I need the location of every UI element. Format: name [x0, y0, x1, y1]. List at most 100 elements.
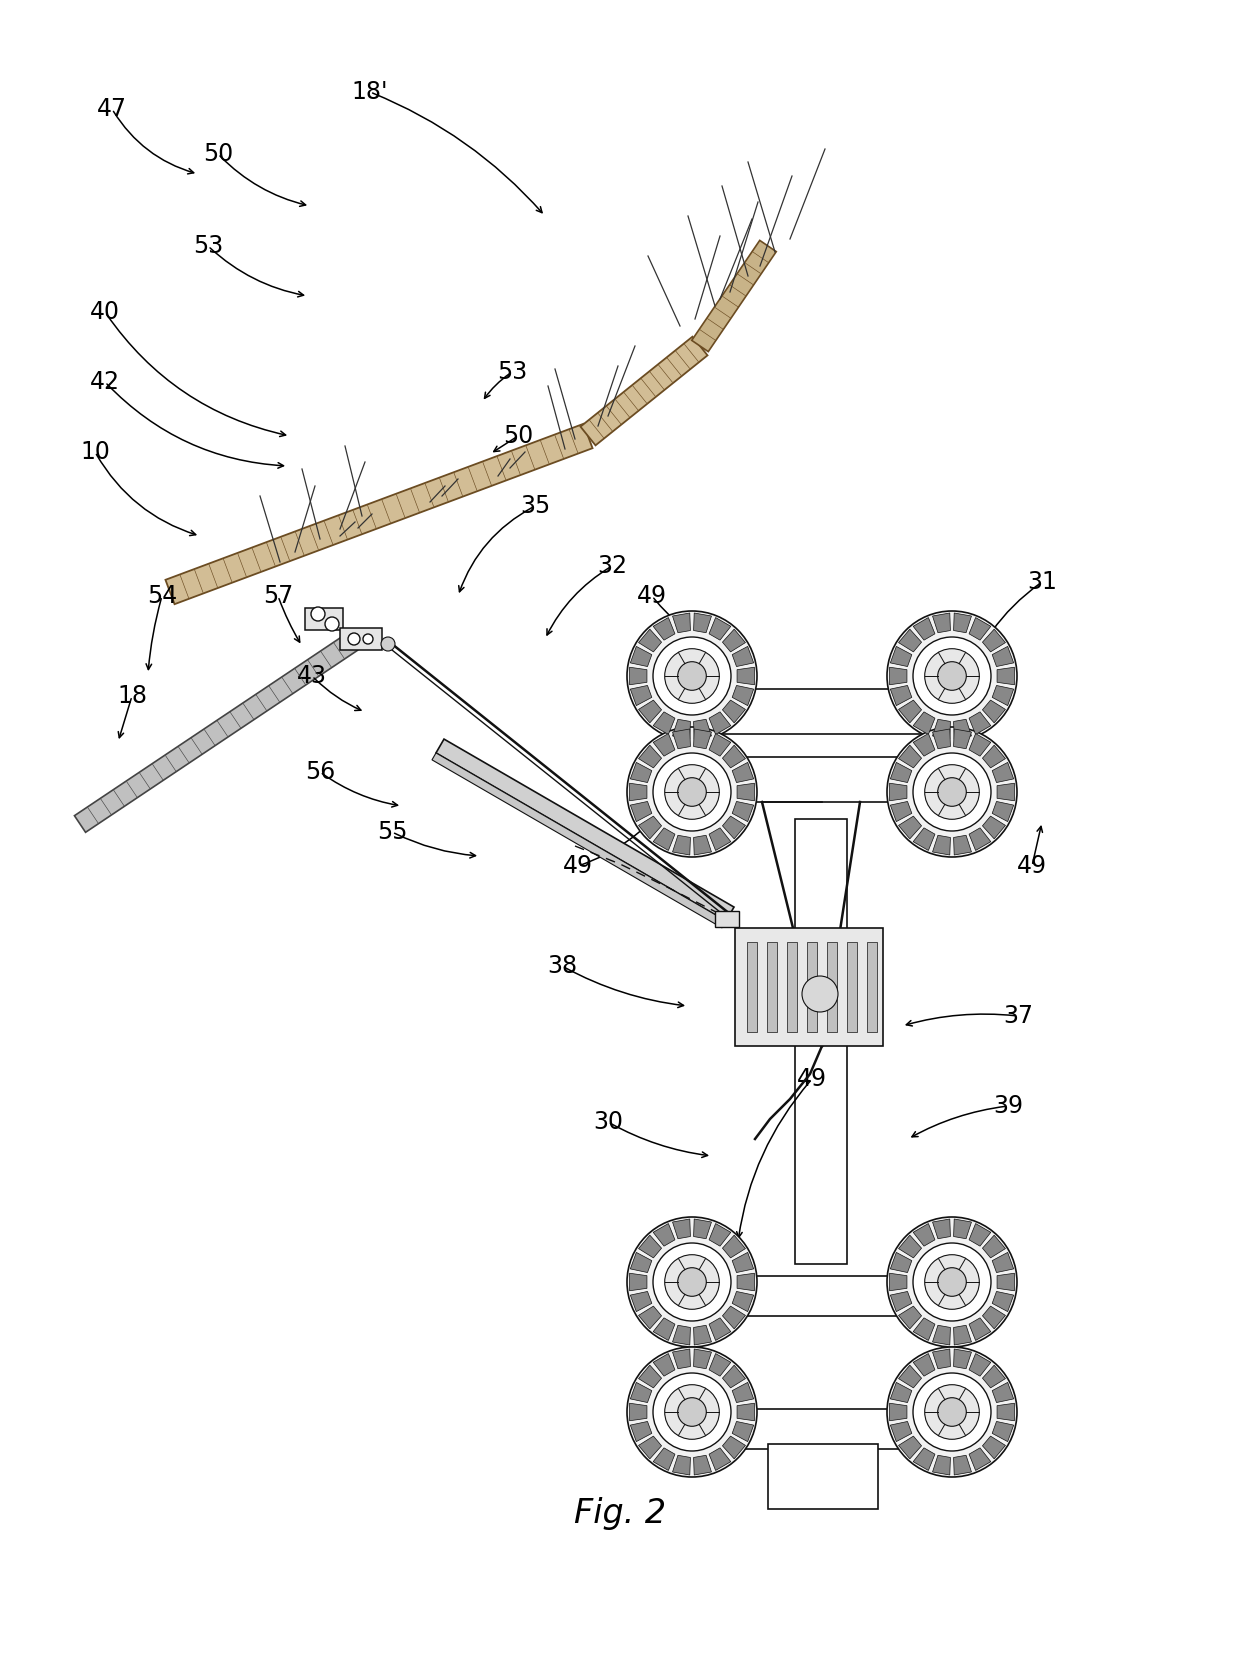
Bar [684, 634, 701, 829]
Polygon shape [732, 1421, 754, 1441]
Bar [768, 1444, 878, 1509]
Circle shape [937, 777, 966, 807]
Text: 42: 42 [91, 369, 120, 394]
Text: 10: 10 [81, 439, 110, 464]
Polygon shape [997, 1273, 1014, 1291]
Polygon shape [968, 734, 991, 755]
Polygon shape [954, 835, 971, 855]
Bar [944, 1255, 960, 1449]
Polygon shape [954, 1350, 971, 1369]
Polygon shape [639, 815, 662, 839]
Polygon shape [997, 1403, 1014, 1421]
Polygon shape [723, 1436, 745, 1459]
Bar [684, 1255, 701, 1449]
Polygon shape [723, 745, 745, 767]
Circle shape [381, 637, 396, 651]
Polygon shape [639, 1235, 662, 1258]
Polygon shape [932, 1456, 950, 1474]
Circle shape [913, 1373, 991, 1451]
Polygon shape [580, 336, 708, 446]
Circle shape [627, 611, 756, 740]
Polygon shape [982, 701, 1006, 722]
Polygon shape [954, 1325, 971, 1345]
Polygon shape [982, 815, 1006, 839]
Polygon shape [732, 1253, 754, 1273]
Polygon shape [968, 712, 991, 734]
Polygon shape [723, 815, 745, 839]
Circle shape [653, 1373, 732, 1451]
Polygon shape [968, 1353, 991, 1376]
Circle shape [325, 617, 339, 631]
Polygon shape [639, 701, 662, 722]
Text: 38: 38 [547, 953, 577, 978]
Text: 50: 50 [503, 424, 533, 448]
Bar [692, 757, 960, 802]
Polygon shape [968, 617, 991, 641]
Polygon shape [709, 617, 730, 641]
Polygon shape [954, 729, 971, 749]
Text: 43: 43 [298, 664, 327, 687]
Circle shape [665, 765, 719, 819]
Bar [867, 942, 877, 1032]
Polygon shape [723, 701, 745, 722]
Circle shape [678, 662, 707, 691]
Bar [746, 942, 756, 1032]
Polygon shape [954, 1220, 971, 1238]
Circle shape [937, 1398, 966, 1426]
Polygon shape [992, 1421, 1013, 1441]
Text: 35: 35 [520, 494, 551, 518]
Polygon shape [932, 835, 950, 855]
Text: 49: 49 [563, 854, 593, 879]
Polygon shape [672, 1325, 691, 1345]
Polygon shape [639, 1364, 662, 1388]
Bar [692, 1409, 960, 1449]
Polygon shape [899, 1235, 921, 1258]
Circle shape [678, 1268, 707, 1296]
Polygon shape [968, 829, 991, 850]
Bar [768, 942, 777, 1032]
Polygon shape [630, 1291, 652, 1311]
Circle shape [665, 649, 719, 704]
Bar [340, 627, 382, 651]
Polygon shape [732, 1291, 754, 1311]
Polygon shape [890, 686, 911, 706]
Polygon shape [899, 1364, 921, 1388]
Polygon shape [997, 784, 1014, 800]
Circle shape [925, 1255, 980, 1310]
Polygon shape [890, 646, 911, 667]
Polygon shape [653, 617, 675, 641]
Polygon shape [672, 1220, 691, 1238]
Bar [935, 689, 960, 802]
Polygon shape [890, 1291, 911, 1311]
Polygon shape [968, 1223, 991, 1246]
Bar [692, 689, 960, 734]
Polygon shape [932, 729, 950, 749]
Polygon shape [932, 1325, 950, 1345]
Polygon shape [630, 1273, 647, 1291]
Polygon shape [913, 734, 935, 755]
Polygon shape [932, 1350, 950, 1369]
Polygon shape [723, 1235, 745, 1258]
Circle shape [653, 1243, 732, 1321]
Polygon shape [982, 1364, 1006, 1388]
Polygon shape [982, 1436, 1006, 1459]
Text: 37: 37 [1003, 1003, 1033, 1028]
Polygon shape [899, 629, 921, 652]
Polygon shape [709, 1353, 730, 1376]
Polygon shape [639, 1436, 662, 1459]
Polygon shape [709, 734, 730, 755]
Polygon shape [899, 815, 921, 839]
Polygon shape [890, 1421, 911, 1441]
Text: 55: 55 [377, 820, 407, 844]
Text: 40: 40 [91, 300, 120, 324]
Polygon shape [672, 1456, 691, 1474]
Polygon shape [672, 1350, 691, 1369]
Polygon shape [737, 667, 754, 686]
Polygon shape [890, 1253, 911, 1273]
Circle shape [887, 1216, 1017, 1346]
Polygon shape [913, 617, 935, 641]
Text: 53: 53 [193, 235, 223, 258]
Polygon shape [889, 1403, 906, 1421]
Circle shape [937, 662, 966, 691]
Circle shape [653, 637, 732, 716]
